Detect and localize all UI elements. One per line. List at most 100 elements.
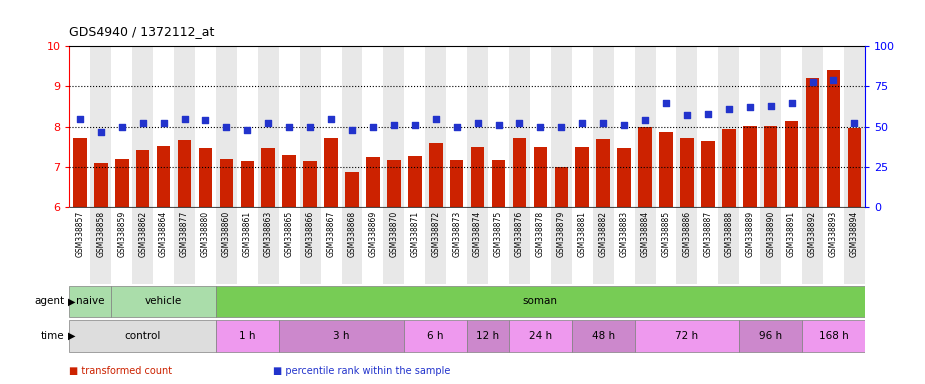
Text: GSM338880: GSM338880 (201, 211, 210, 257)
Bar (216, 207, 237, 284)
Text: GSM338869: GSM338869 (368, 211, 377, 257)
Bar (426, 46, 446, 207)
Bar (237, 207, 258, 284)
Bar (823, 207, 844, 284)
Text: vehicle: vehicle (145, 296, 182, 306)
Bar (111, 286, 216, 317)
Bar (823, 46, 844, 207)
Text: GSM338887: GSM338887 (703, 211, 712, 257)
Bar (572, 46, 593, 207)
Bar (278, 46, 300, 207)
Bar (216, 46, 237, 207)
Point (72, 116, 87, 122)
Text: GSM338864: GSM338864 (159, 211, 168, 257)
Text: soman: soman (523, 296, 558, 306)
Bar (154, 46, 174, 207)
Bar (719, 207, 739, 284)
Bar (325, 137, 338, 207)
Bar (303, 161, 317, 207)
Bar (760, 207, 781, 284)
Text: GSM338858: GSM338858 (96, 211, 105, 257)
Bar (216, 320, 278, 352)
Text: GSM338859: GSM338859 (117, 211, 126, 257)
Point (219, 124, 234, 130)
Text: GSM338861: GSM338861 (243, 211, 252, 257)
Point (763, 103, 778, 109)
Bar (366, 157, 380, 207)
Text: 96 h: 96 h (759, 331, 783, 341)
Text: GSM338890: GSM338890 (766, 211, 775, 257)
Bar (321, 207, 341, 284)
Bar (844, 207, 865, 284)
Bar (404, 207, 426, 284)
Bar (69, 286, 111, 317)
Bar (509, 46, 530, 207)
Bar (404, 46, 426, 207)
Text: GSM338857: GSM338857 (75, 211, 84, 257)
Bar (237, 46, 258, 207)
Bar (802, 320, 865, 352)
Point (261, 121, 276, 127)
Bar (258, 207, 278, 284)
Bar (115, 159, 129, 207)
Bar (363, 207, 383, 284)
Bar (446, 207, 467, 284)
Bar (701, 141, 715, 207)
Bar (781, 207, 802, 284)
Bar (597, 139, 610, 207)
Bar (178, 141, 191, 207)
Bar (739, 320, 802, 352)
Point (512, 121, 527, 127)
Text: ▶: ▶ (68, 331, 76, 341)
Text: GSM338876: GSM338876 (515, 211, 524, 257)
Bar (408, 156, 422, 207)
Bar (450, 160, 463, 207)
Point (659, 99, 673, 106)
Text: 3 h: 3 h (333, 331, 350, 341)
Text: GSM338866: GSM338866 (305, 211, 314, 257)
Text: GSM338873: GSM338873 (452, 211, 462, 257)
Bar (345, 172, 359, 207)
Point (115, 124, 130, 130)
Text: naive: naive (76, 296, 105, 306)
Bar (91, 207, 111, 284)
Text: ▶: ▶ (68, 296, 76, 306)
Text: GSM338891: GSM338891 (787, 211, 796, 257)
Bar (676, 46, 697, 207)
Point (177, 116, 191, 122)
Text: GDS4940 / 1372112_at: GDS4940 / 1372112_at (69, 25, 215, 38)
Text: GSM338884: GSM338884 (641, 211, 649, 257)
Bar (216, 286, 865, 317)
Text: GSM338865: GSM338865 (285, 211, 293, 257)
Bar (69, 46, 91, 207)
Bar (635, 207, 656, 284)
Bar (743, 126, 757, 207)
Point (240, 127, 254, 133)
Bar (551, 46, 572, 207)
Point (805, 78, 820, 84)
Bar (739, 46, 760, 207)
Text: GSM338878: GSM338878 (536, 211, 545, 257)
Bar (656, 207, 676, 284)
Text: GSM338882: GSM338882 (598, 211, 608, 257)
Bar (551, 207, 572, 284)
Bar (341, 207, 363, 284)
Bar (154, 207, 174, 284)
Text: 6 h: 6 h (427, 331, 444, 341)
Text: control: control (125, 331, 161, 341)
Bar (509, 320, 572, 352)
Bar (534, 147, 548, 207)
Text: time: time (41, 331, 65, 341)
Bar (764, 126, 778, 207)
Text: GSM338862: GSM338862 (138, 211, 147, 257)
Bar (258, 46, 278, 207)
Bar (278, 207, 300, 284)
Bar (404, 320, 467, 352)
Bar (572, 207, 593, 284)
Bar (321, 46, 341, 207)
Text: GSM338870: GSM338870 (389, 211, 399, 257)
Bar (492, 160, 505, 207)
Text: GSM338888: GSM338888 (724, 211, 734, 257)
Bar (383, 46, 404, 207)
Bar (617, 148, 631, 207)
